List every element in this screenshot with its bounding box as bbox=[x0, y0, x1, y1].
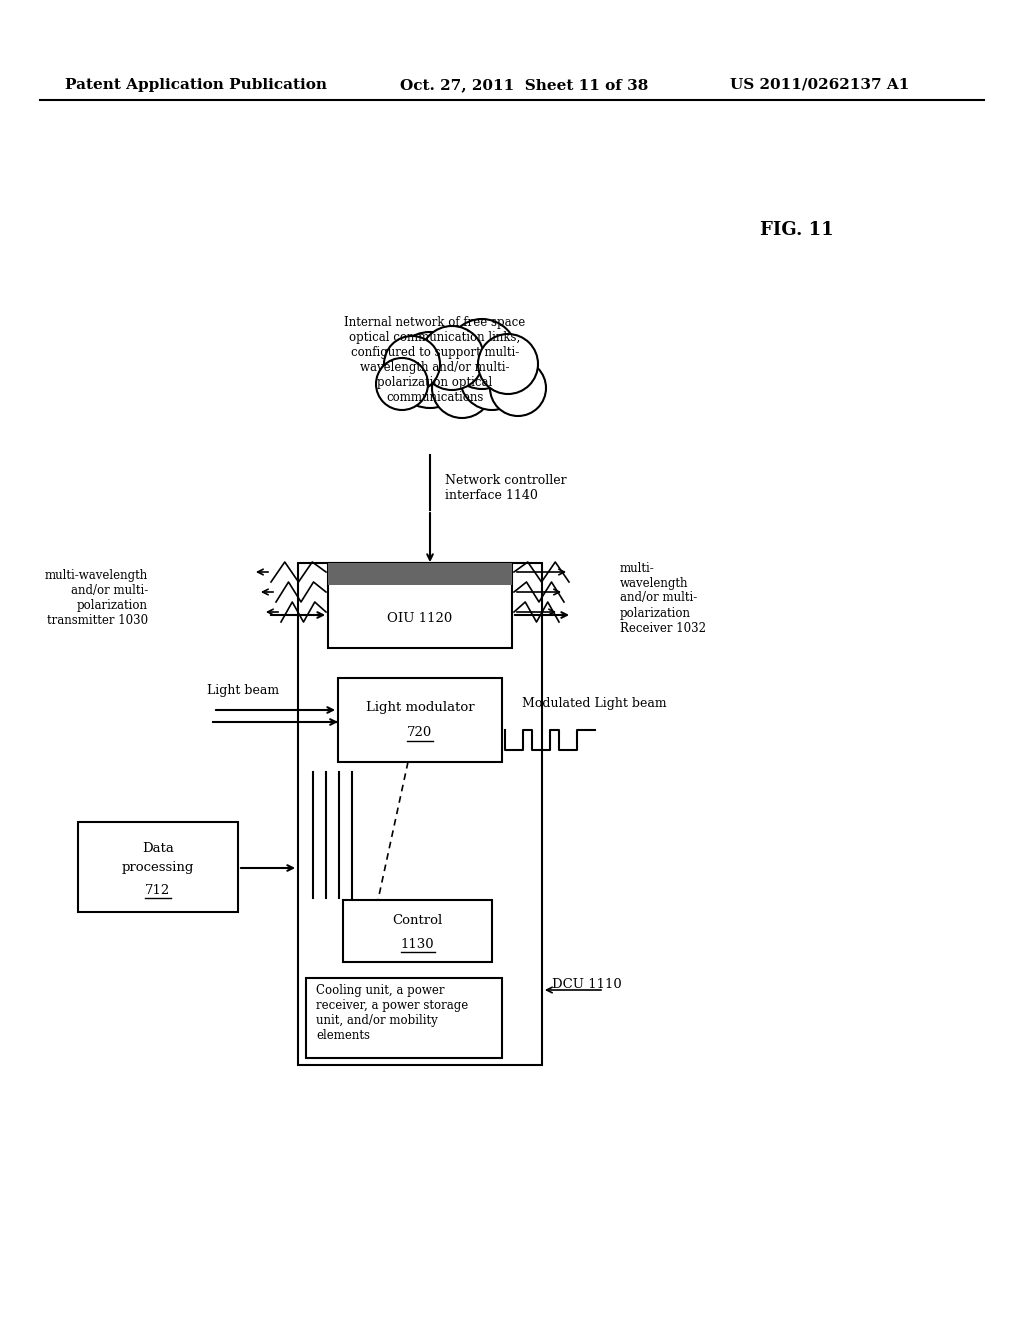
Text: processing: processing bbox=[122, 862, 195, 874]
Bar bbox=[306, 978, 502, 1059]
Text: Internal network of free space
optical communication links,
configured to suppor: Internal network of free space optical c… bbox=[344, 315, 525, 404]
Text: Control: Control bbox=[392, 915, 442, 928]
Text: Oct. 27, 2011  Sheet 11 of 38: Oct. 27, 2011 Sheet 11 of 38 bbox=[400, 78, 648, 92]
Bar bbox=[343, 900, 492, 962]
Text: Data: Data bbox=[142, 842, 174, 854]
Text: Patent Application Publication: Patent Application Publication bbox=[65, 78, 327, 92]
Text: DCU 1110: DCU 1110 bbox=[552, 978, 622, 991]
Bar bbox=[328, 564, 512, 648]
Text: Light modulator: Light modulator bbox=[366, 701, 474, 714]
Text: multi-
wavelength
and/or multi-
polarization
Receiver 1032: multi- wavelength and/or multi- polariza… bbox=[620, 561, 706, 635]
Text: 1130: 1130 bbox=[400, 937, 434, 950]
Text: 712: 712 bbox=[145, 883, 171, 896]
Text: Modulated Light beam: Modulated Light beam bbox=[522, 697, 667, 710]
Text: OIU 1120: OIU 1120 bbox=[387, 611, 453, 624]
Text: Light beam: Light beam bbox=[207, 684, 280, 697]
Text: US 2011/0262137 A1: US 2011/0262137 A1 bbox=[730, 78, 909, 92]
Text: Network controller
interface 1140: Network controller interface 1140 bbox=[445, 474, 566, 502]
Bar bbox=[338, 678, 502, 762]
Text: 720: 720 bbox=[408, 726, 432, 739]
Bar bbox=[78, 822, 238, 912]
Text: multi-wavelength
and/or multi-
polarization
transmitter 1030: multi-wavelength and/or multi- polarizat… bbox=[45, 569, 148, 627]
Text: FIG. 11: FIG. 11 bbox=[760, 220, 834, 239]
Text: Cooling unit, a power
receiver, a power storage
unit, and/or mobility
elements: Cooling unit, a power receiver, a power … bbox=[316, 983, 468, 1041]
Bar bbox=[328, 564, 512, 585]
Bar bbox=[298, 564, 542, 1065]
